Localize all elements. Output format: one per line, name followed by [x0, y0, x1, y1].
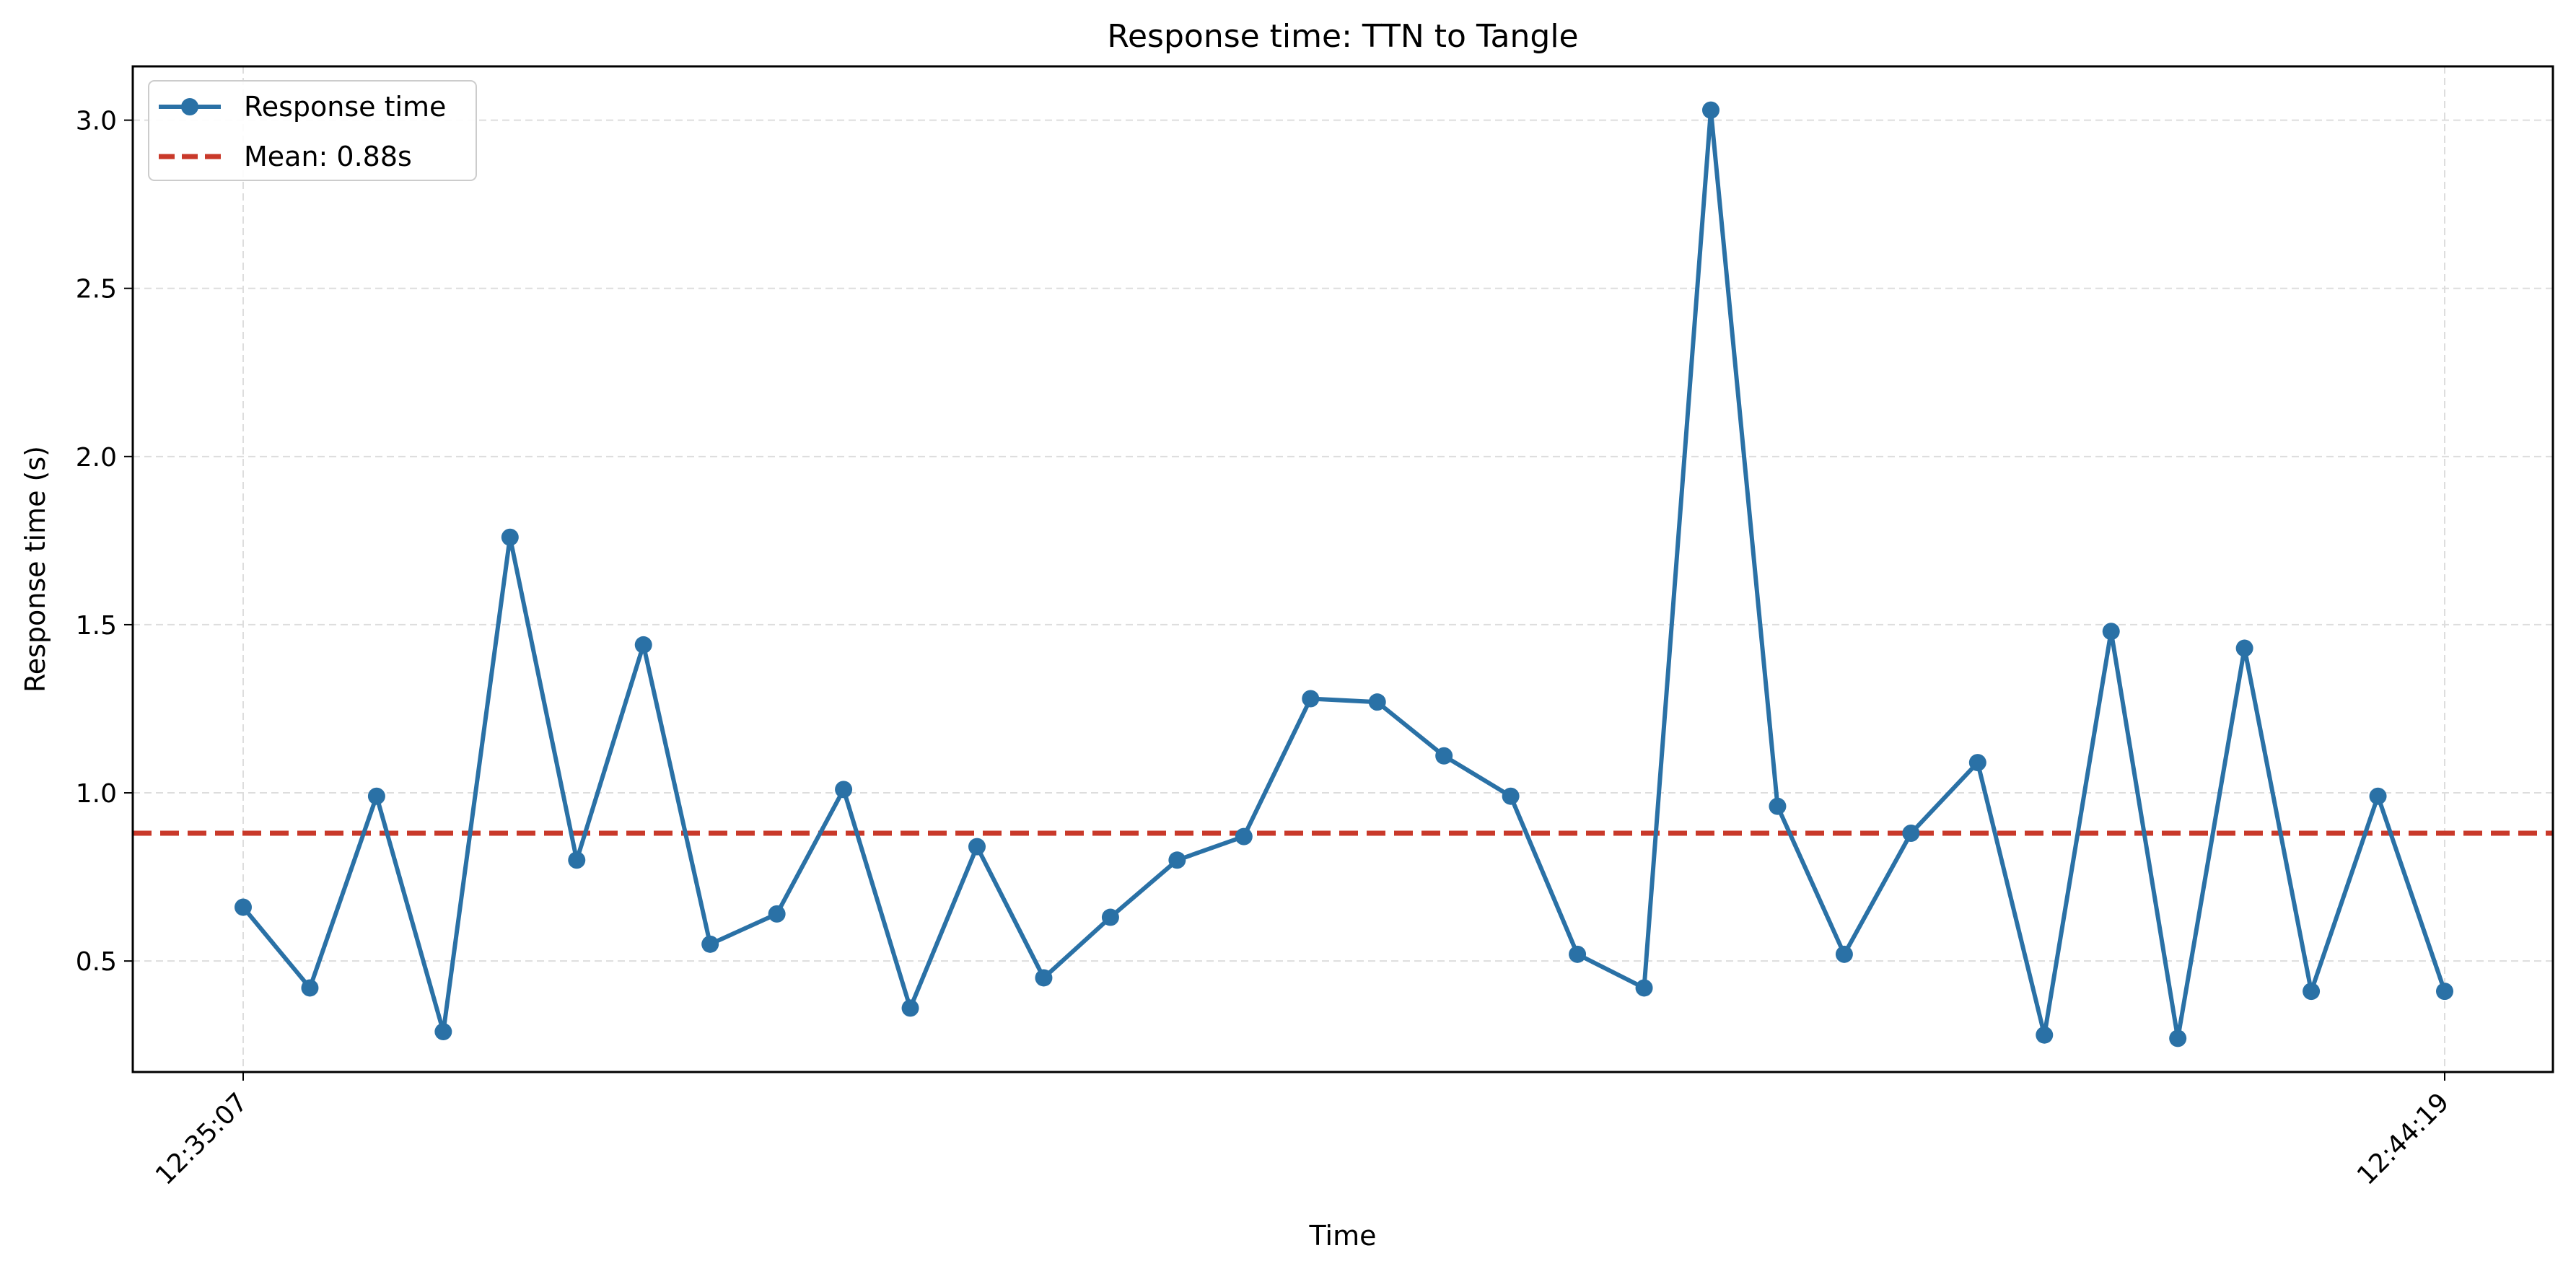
y-tick-label: 2.5 [76, 275, 117, 304]
legend-label: Response time [244, 91, 446, 123]
data-point [2235, 639, 2253, 657]
data-point [768, 905, 786, 923]
y-axis-label: Response time (s) [19, 446, 51, 693]
y-tick-label: 1.0 [76, 779, 117, 809]
data-point [1368, 693, 1386, 711]
data-point [1835, 945, 1853, 963]
legend-label: Mean: 0.88s [244, 141, 412, 172]
data-point [1235, 827, 1253, 845]
data-point [1702, 101, 1719, 119]
data-point [235, 898, 252, 916]
y-tick-label: 2.0 [76, 443, 117, 473]
data-point [301, 979, 319, 997]
series-lines [235, 101, 2453, 1047]
plot-frame [131, 65, 2554, 1073]
data-point [634, 636, 652, 654]
data-point [968, 838, 986, 856]
data-point [2303, 983, 2321, 1001]
data-point [2369, 787, 2387, 805]
legend-marker-swatch [181, 98, 198, 115]
data-point [901, 999, 919, 1017]
legend-box [148, 80, 477, 181]
y-axis-ticks: 0.5 1.0 1.5 2.0 2.5 3.0 [76, 107, 133, 977]
data-point [1035, 969, 1053, 987]
data-point [1168, 851, 1186, 869]
response-time-line [241, 107, 2447, 1041]
data-point [2102, 623, 2120, 641]
data-point [1101, 908, 1119, 926]
data-point [835, 781, 853, 799]
data-point [2169, 1029, 2187, 1047]
data-point [501, 528, 519, 546]
data-point [367, 787, 385, 805]
data-point [1502, 787, 1520, 805]
data-point [1569, 945, 1587, 963]
data-point [2036, 1026, 2054, 1044]
x-axis-label: Time [1309, 1220, 1377, 1252]
data-point [701, 935, 719, 953]
data-point [1635, 979, 1653, 997]
data-point [2436, 983, 2453, 1001]
data-point [1435, 747, 1453, 765]
legend: Response time Mean: 0.88s [148, 80, 477, 181]
data-point [1769, 797, 1787, 815]
data-point [568, 851, 586, 869]
y-tick-label: 0.5 [76, 947, 117, 977]
data-point [434, 1023, 452, 1041]
chart-title: Response time: TTN to Tangle [1107, 18, 1578, 55]
y-tick-label: 1.5 [76, 611, 117, 641]
data-point [1968, 754, 1986, 772]
data-point [1902, 824, 1920, 842]
data-point [1302, 690, 1320, 708]
y-tick-label: 3.0 [76, 107, 117, 136]
